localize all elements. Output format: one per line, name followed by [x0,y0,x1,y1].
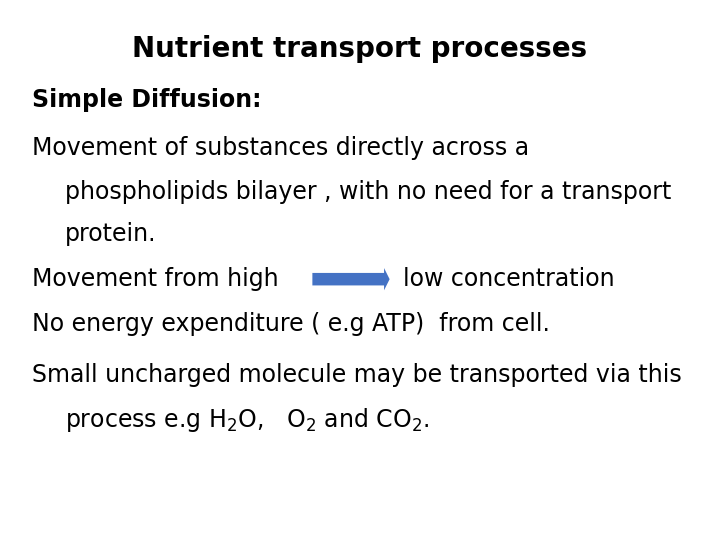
Text: protein.: protein. [65,222,156,246]
Text: Small uncharged molecule may be transported via this: Small uncharged molecule may be transpor… [32,363,682,387]
Text: Movement from high: Movement from high [32,267,279,291]
Text: process e.g $\mathregular{H_2O}$,   $\mathregular{O_2}$ and $\mathregular{CO_2}$: process e.g $\mathregular{H_2O}$, $\math… [65,406,429,434]
Text: phospholipids bilayer , with no need for a transport: phospholipids bilayer , with no need for… [65,180,671,204]
Text: Simple Diffusion:: Simple Diffusion: [32,88,262,112]
Text: low concentration: low concentration [403,267,615,291]
Text: Nutrient transport processes: Nutrient transport processes [132,35,588,63]
Text: Movement of substances directly across a: Movement of substances directly across a [32,137,529,160]
Text: No energy expenditure ( e.g ATP)  from cell.: No energy expenditure ( e.g ATP) from ce… [32,312,550,336]
